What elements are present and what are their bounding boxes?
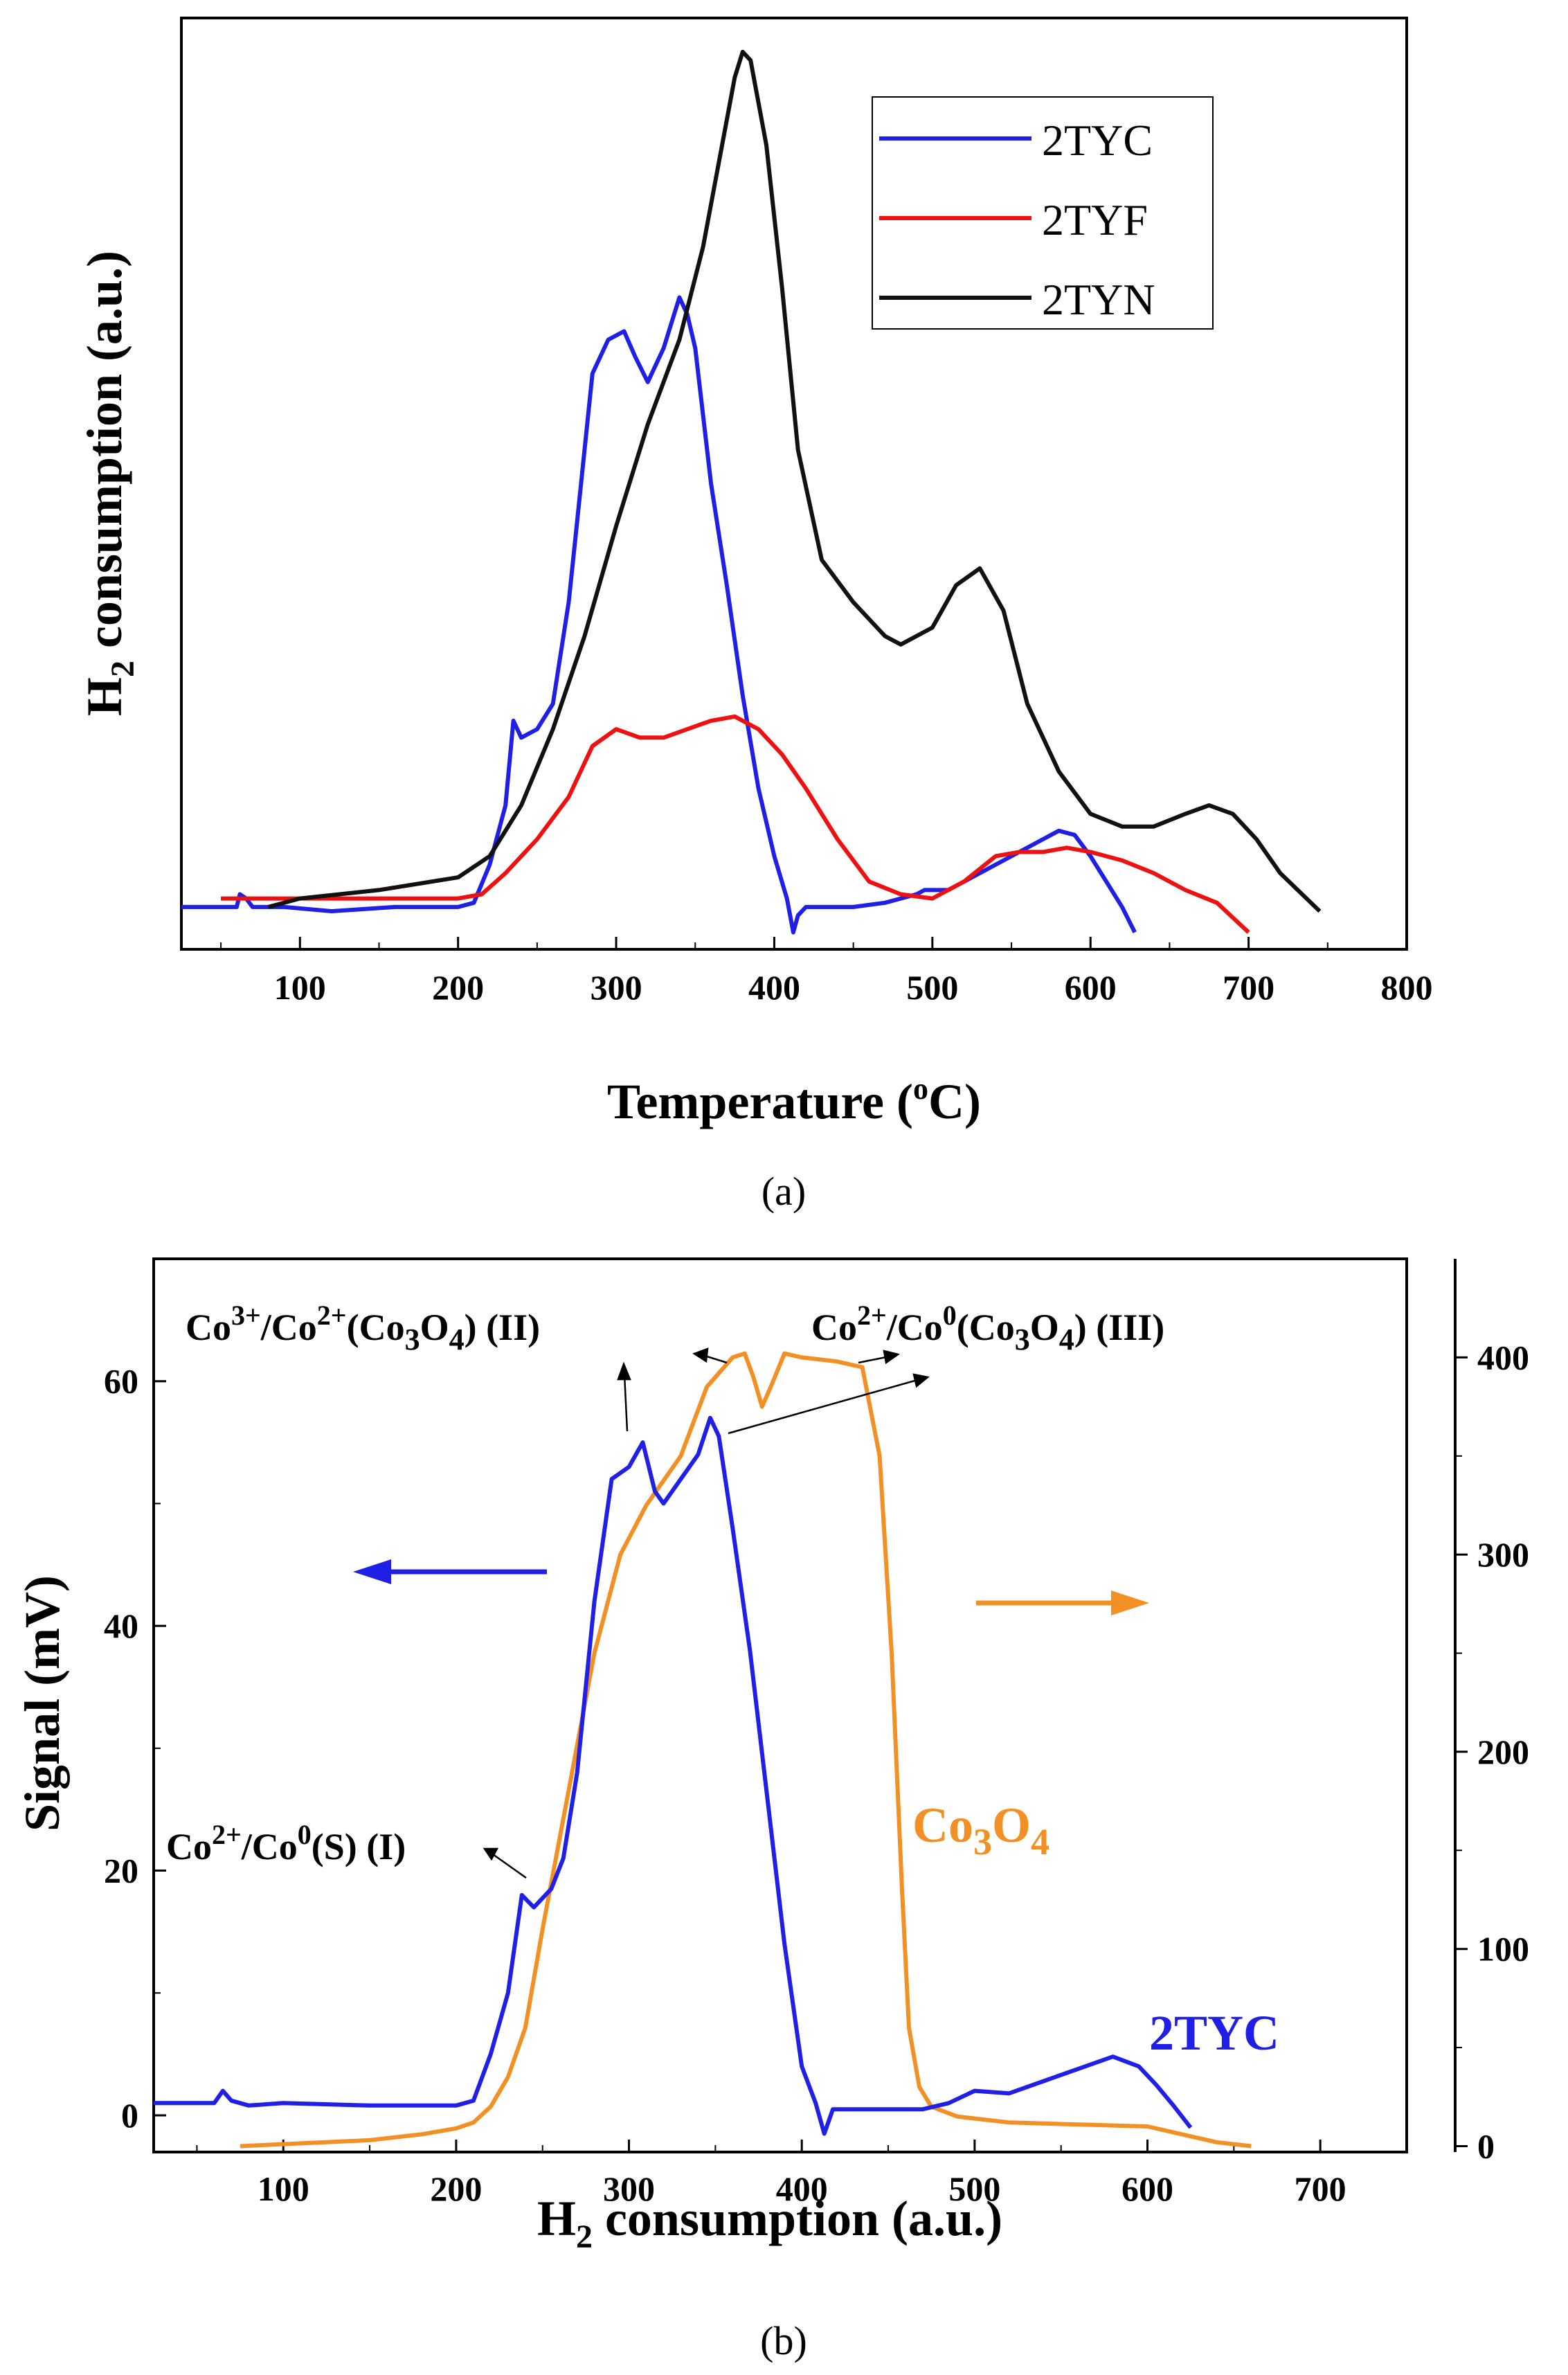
panel-b-y2-tick-label: 400 [1477,1338,1529,1377]
right-axis-arrow [976,1590,1149,1615]
panel-b-x-tick-label: 100 [258,2169,309,2208]
panel-a-series [181,49,1322,935]
panel-a-x-tick-label: 100 [274,968,326,1007]
legend-frame [872,96,1214,330]
panel-a-x-ticks: 100 200 300 400 500 600 700 800 [220,937,1433,1007]
panel-b-x-tick-label: 500 [948,2169,1000,2208]
panel-b-x-ticks: 100 200 300 400 500 600 700 [196,2140,1346,2208]
panel-b-y2-tick-label: 300 [1477,1535,1529,1574]
panel-a-x-tick-label: 600 [1065,968,1117,1007]
panel-b-y-ticks: 0 20 40 60 [104,1362,166,2135]
series-line-2tyc [154,1415,1193,2136]
panel-a-plot-frame [180,17,1408,951]
panel-b-x-tick-label: 400 [776,2169,828,2208]
panel-b-x-tick-label: 200 [430,2169,482,2208]
panel-a-x-tick-label: 700 [1223,968,1274,1007]
annotation-peak-ii: Co3+/Co2+(Co3O4) (II) [186,1300,540,1356]
panel-b-y-tick-label: 40 [104,1606,138,1645]
panel-a: 100 200 300 400 500 600 700 800 2TYC 2TYF 2TYN … [77,17,1433,1214]
panel-b-y2-tick-label: 100 [1477,1930,1529,1969]
panel-b-y-axis-title: Signal (mV) [15,1575,70,1831]
left-axis-arrow [353,1559,547,1584]
panel-a-caption: (a) [762,1169,806,1214]
series-line-2tyf [221,714,1250,934]
panel-b-caption: (b) [760,2318,807,2363]
series-line-2tyn [267,49,1322,913]
panel-b-x-tick-label: 600 [1121,2169,1173,2208]
annotation-peak-iii: Co2+/Co0(Co3O4) (III) [811,1300,1164,1356]
series-label-2tyc: 2TYC [1149,2005,1279,2061]
panel-a-x-tick-label: 500 [906,968,958,1007]
panel-b-y-tick-label: 20 [104,1852,138,1890]
panel-a-legend: 2TYC 2TYF 2TYN [872,96,1214,330]
panel-b-x-tick-label: 300 [603,2169,655,2208]
panel-b-y2-tick-label: 0 [1477,2126,1495,2165]
panel-b: 100 200 300 400 500 600 700 0 20 40 60 0 100 200 300… [15,1257,1529,2363]
panel-b-x-tick-label: 700 [1295,2169,1346,2208]
legend-label-2tyn: 2TYN [1042,275,1155,324]
panel-b-plot-frame [152,1257,1408,2153]
panel-a-x-tick-label: 800 [1381,968,1433,1007]
annotation-peak-i: Co2+/Co0(S) (I) [166,1819,406,1867]
panel-a-y-axis-title: H2 consumption (a.u.) [77,251,141,716]
annotation-pointers [483,1347,930,1879]
panel-a-x-tick-label: 400 [748,968,800,1007]
legend-label-2tyc: 2TYC [1042,116,1153,165]
panel-b-y-tick-label: 60 [104,1362,138,1401]
panel-b-x-axis-title: H2 consumption (a.u.) [537,2191,1002,2255]
panel-b-y2-ticks: 0 100 200 300 400 [1455,1338,1529,2165]
series-label-co3o4: Co3O4 [912,1798,1049,1863]
panel-a-x-tick-label: 300 [591,968,642,1007]
panel-a-x-tick-label: 200 [432,968,484,1007]
panel-b-series [154,1351,1252,2149]
series-line-co3o4 [240,1351,1252,2149]
legend-label-2tyf: 2TYF [1042,195,1148,244]
panel-a-x-axis-title: Temperature (oC) [607,1072,981,1129]
panel-b-y2-tick-label: 200 [1477,1732,1529,1771]
panel-b-y-tick-label: 0 [121,2096,138,2135]
